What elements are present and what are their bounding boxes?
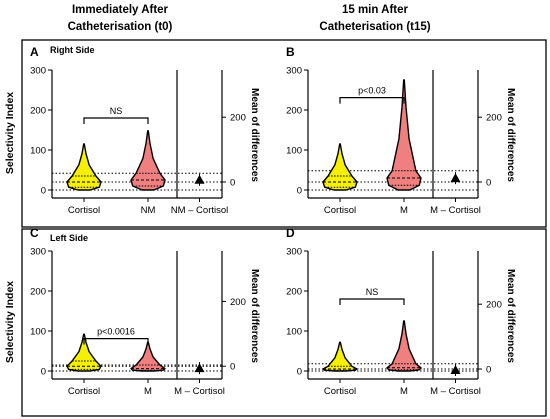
panel-a-diff-tick-label: NM – Cortisol [171,205,229,216]
panel-d-x-tick-label: Cortisol [324,386,356,397]
side-label-left: Left Side [50,233,88,243]
panel-d-y-tick-label: 0 [297,367,302,378]
panel-a-y-tick-label: 300 [30,66,46,77]
panel-c-y-tick-label: 300 [30,247,46,258]
panel-d-diff-tick-label: M – Cortisol [430,386,481,397]
panel-a-y2-tick-label: 200 [230,113,246,124]
row-ylabel-right-side: Selectivity Index [4,92,16,174]
panel-c-y2-tick-label: 0 [230,362,235,373]
panel-a-significance-label: NS [110,106,123,116]
panel-b-significance-label: p<0.03 [358,86,386,96]
panel-c-violin-m [130,341,166,372]
panel-b-y-tick-label: 0 [297,186,302,197]
panel-c-y2-label: Mean of differences [249,269,260,363]
panel-b-x-tick-label: Cortisol [324,205,356,216]
panel-d-y-tick-label: 100 [286,327,302,338]
panel-b-y-tick-label: 300 [286,66,302,77]
panel-d-significance-label: NS [366,287,379,297]
panel-d-significance-bracket [339,298,405,305]
panel-b-y-tick-label: 200 [286,106,302,117]
panel-b-violin-m [386,79,422,191]
panel-c-significance-bracket [83,338,149,345]
row-ylabel-left-side: Selectivity Index [4,281,16,363]
panel-c-diff-tick-label: M – Cortisol [174,386,225,397]
panel-a-x-tick-label: NM [141,205,156,216]
panel-a-violin-nm [130,130,166,191]
panel-d-y-tick-label: 200 [286,287,302,298]
panel-d-violin-m [386,320,422,372]
panel-c-y2-tick-label: 200 [230,297,246,308]
panel-a-x-tick-label: Cortisol [68,205,100,216]
panel-a-y-tick-label: 200 [30,106,46,117]
panel-b-x-tick-label: M [400,205,408,216]
panel-a-y-tick-label: 0 [41,186,46,197]
panel-a-y2-label: Mean of differences [249,88,260,182]
panel-b-violin-cortisol [322,143,358,191]
panel-b-diff-tick-label: M – Cortisol [430,205,481,216]
header-right-line2: Catheterisation (t15) [319,21,430,33]
panel-b-y-tick-label: 100 [286,146,302,157]
panel-c-x-tick-label: Cortisol [68,386,100,397]
panel-a-significance-bracket [83,117,149,124]
panel-c-letter: C [30,226,39,240]
panel-d-y2-tick-label: 0 [486,365,491,376]
panel-a-letter: A [30,45,39,59]
panel-a-violin-cortisol [66,143,102,191]
panel-c-x-tick-label: M [144,386,152,397]
panel-d-x-tick-label: M [400,386,408,397]
panel-c-significance-label: p<0.0016 [97,327,135,337]
row-frame-right-side [21,39,547,228]
panel-d-y2-tick-label: 200 [486,300,502,311]
panel-b-significance-bracket [339,97,405,104]
panel-c-y-tick-label: 200 [30,287,46,298]
header-left-line2: Catheterisation (t0) [68,21,173,33]
header-left-line1: Immediately After [72,4,169,16]
panel-a-y-tick-label: 100 [30,146,46,157]
panel-c-violin-cortisol [66,333,102,372]
panel-b-letter: B [286,45,295,59]
panel-b-y2-tick-label: 200 [486,113,502,124]
panel-d-y2-label: Mean of differences [505,269,516,363]
side-label-right: Right Side [50,45,95,55]
header-right-line1: 15 min After [342,4,409,16]
panel-d-letter: D [286,226,295,240]
row-frame-left-side [21,228,547,417]
panel-b-y2-tick-label: 0 [486,178,491,189]
panel-a-y2-tick-label: 0 [230,178,235,189]
panel-b-y2-label: Mean of differences [505,88,516,182]
panel-d-violin-cortisol [322,341,358,372]
panel-c-y-tick-label: 100 [30,327,46,338]
panel-c-y-tick-label: 0 [41,367,46,378]
panel-d-y-tick-label: 300 [286,247,302,258]
